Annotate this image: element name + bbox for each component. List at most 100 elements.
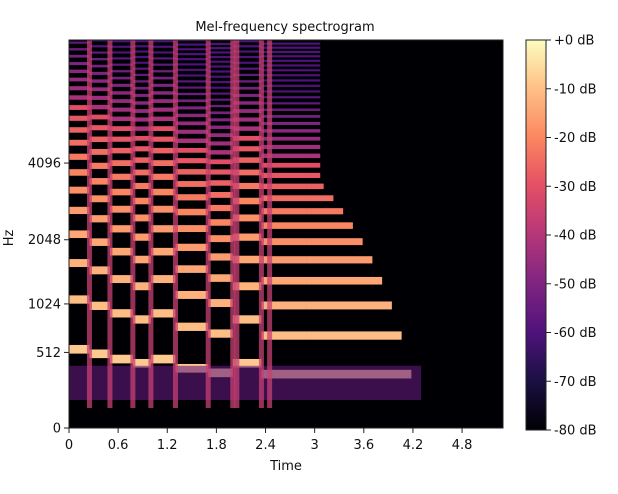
harmonic-band [150,160,176,167]
colorbar-tick-label: -50 dB [554,277,597,292]
harmonic-band [109,205,133,213]
harmonic-band [208,169,233,175]
harmonic-band [261,222,307,229]
plot-frame [68,39,504,429]
harmonic-band [306,50,321,54]
harmonic-band [261,74,307,77]
harmonic-band [150,99,176,103]
low-frequency-noise [175,365,209,400]
harmonic-band [261,42,307,45]
harmonic-band [89,238,110,246]
harmonic-band [69,95,90,100]
harmonic-band [208,70,233,73]
harmonic-band [150,147,176,154]
harmonic-band [69,115,90,121]
harmonic-band [69,206,90,215]
harmonic-band [232,146,262,152]
harmonic-band [109,275,133,284]
harmonic-band [175,74,209,77]
harmonic-band [232,135,262,141]
harmonic-band [208,159,233,165]
harmonic-band [208,150,233,155]
harmonic-band [132,101,151,105]
harmonic-band [89,40,110,42]
x-tick-label: 0.6 [108,438,129,453]
colorbar-tick-label: -30 dB [554,180,597,195]
harmonic-band [232,50,262,53]
harmonic-band [208,133,233,138]
harmonic-band [232,80,262,83]
harmonic-band [150,45,176,48]
harmonic-band [175,113,209,118]
harmonic-band [150,116,176,122]
harmonic-band [89,114,110,120]
harmonic-band [150,247,176,256]
x-tick-label: 4.2 [403,438,424,453]
harmonic-band [89,301,110,310]
low-frequency-noise [208,365,233,400]
harmonic-band [150,76,176,80]
harmonic-band [261,276,307,285]
harmonic-band [175,243,209,251]
harmonic-band [109,126,133,132]
harmonic-band [208,180,233,186]
harmonic-band [232,40,262,43]
harmonic-band [175,92,209,96]
harmonic-band [69,69,90,74]
harmonic-band [261,46,307,49]
harmonic-band [132,233,151,241]
harmonic-band [150,83,176,87]
colorbar: +0 dB -10 dB -20 dB -30 dB -40 dB -50 dB -60 d… [525,34,597,439]
harmonic-band [109,188,133,196]
harmonic-band [132,169,151,176]
harmonic-band [132,214,151,222]
harmonic-band [306,69,321,72]
harmonic-band [261,301,307,310]
harmonic-band [306,276,383,285]
harmonic-band [150,40,176,43]
low-frequency-noise [306,365,422,400]
harmonic-band [208,118,233,122]
y-tick-label: 512 [36,346,61,361]
harmonic-band [89,125,110,131]
chart-title: Mel-frequency spectrogram [195,20,374,35]
colorbar-tick-label: -40 dB [554,229,597,244]
harmonic-band [261,238,307,246]
harmonic-band [208,42,233,46]
harmonic-band [232,182,262,190]
x-tick-label: 0 [65,438,73,453]
harmonic-band [132,197,151,205]
y-axis: 0 512 1024 2048 4096 [28,157,69,437]
harmonic-band [261,183,307,190]
harmonic-band [232,101,262,105]
harmonic-band [132,358,151,368]
harmonic-band [132,50,151,53]
harmonic-band [306,79,321,82]
harmonic-band [232,315,262,324]
harmonic-band [109,99,133,103]
harmonic-band [132,255,151,264]
harmonic-band [306,64,321,67]
harmonic-band [132,55,151,59]
colorbar-tick-label: +0 dB [554,34,594,49]
harmonic-band [150,51,176,54]
harmonic-band [175,40,209,42]
harmonic-band [261,129,307,133]
harmonic-band [175,147,209,153]
harmonic-band [175,86,209,89]
harmonic-band [306,153,321,159]
harmonic-band [89,51,110,54]
harmonic-band [208,125,233,129]
harmonic-band [261,59,307,62]
onset-transient [230,40,236,408]
harmonic-band [69,105,90,110]
harmonic-band [69,62,90,66]
harmonic-band [232,55,262,59]
harmonic-band [109,70,133,73]
harmonic-band [69,153,90,160]
harmonic-band [89,104,110,110]
harmonic-band [232,157,262,163]
harmonic-band [208,60,233,63]
harmonic-band [306,84,321,87]
